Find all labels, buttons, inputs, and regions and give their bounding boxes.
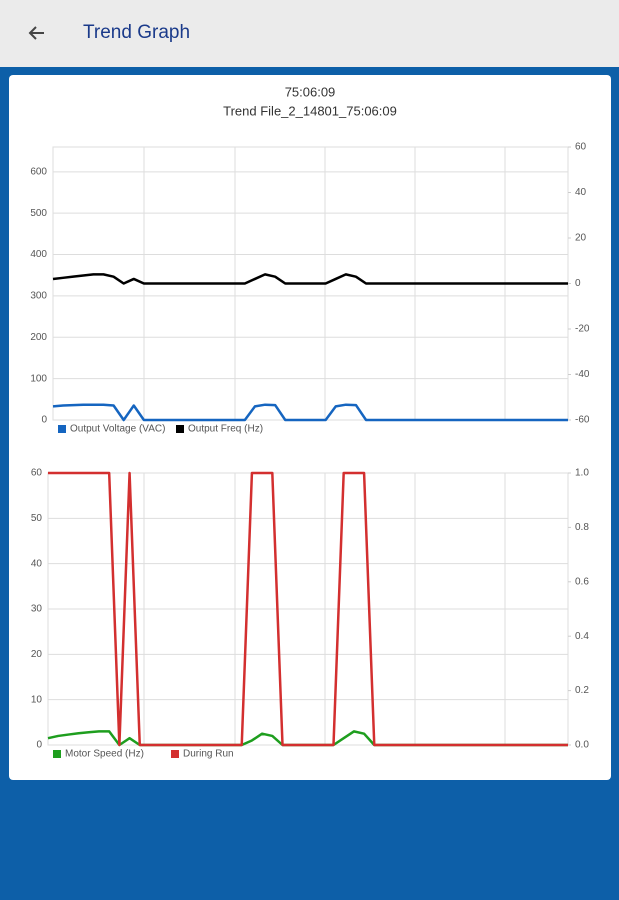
y-tick-label: 100 [30,373,47,384]
y2-tick-label: 0.6 [575,576,589,587]
y2-tick-label: 20 [575,233,587,244]
y2-tick-label: 0.4 [575,631,589,642]
legend-swatch [58,425,66,433]
y2-tick-label: 0.0 [575,740,589,751]
y2-tick-label: 0.2 [575,685,589,696]
y-tick-label: 20 [31,649,43,660]
legend-label: Output Voltage (VAC) [70,424,165,435]
series-line [52,403,568,422]
legend-swatch [171,750,179,758]
y-tick-label: 200 [30,332,47,343]
y-tick-label: 10 [31,694,43,705]
card [9,75,611,780]
page-title: Trend Graph [83,22,191,43]
y-tick-label: 400 [30,249,47,260]
y-tick-label: 600 [30,166,47,177]
y-tick-label: 0 [36,740,42,751]
y2-tick-label: -40 [575,369,590,380]
card-title: 75:06:09 [285,84,336,99]
app-bar: Trend Graph [0,0,619,67]
y2-tick-label: 1.0 [575,468,589,479]
back-button[interactable] [22,18,52,48]
y2-tick-label: 0.8 [575,522,589,533]
card-subtitle: Trend File_2_14801_75:06:09 [223,103,397,118]
y-tick-label: 300 [30,291,47,302]
y-tick-label: 60 [31,468,43,479]
legend-swatch [176,425,184,433]
legend-label: Output Freq (Hz) [188,424,263,435]
legend-swatch [53,750,61,758]
y2-tick-label: 40 [575,187,587,198]
y2-tick-label: -20 [575,324,590,335]
series-line [52,273,568,285]
legend-label: During Run [183,749,234,760]
series-line [48,471,568,747]
y-tick-label: 30 [31,604,43,615]
y2-tick-label: 0 [575,278,581,289]
y-tick-label: 500 [30,208,47,219]
y-tick-label: 50 [31,513,43,524]
y-tick-label: 0 [41,415,47,426]
series-line [47,730,568,747]
legend-label: Motor Speed (Hz) [65,749,144,760]
y-tick-label: 40 [31,558,43,569]
y2-tick-label: -60 [575,415,590,426]
y2-tick-label: 60 [575,142,587,153]
